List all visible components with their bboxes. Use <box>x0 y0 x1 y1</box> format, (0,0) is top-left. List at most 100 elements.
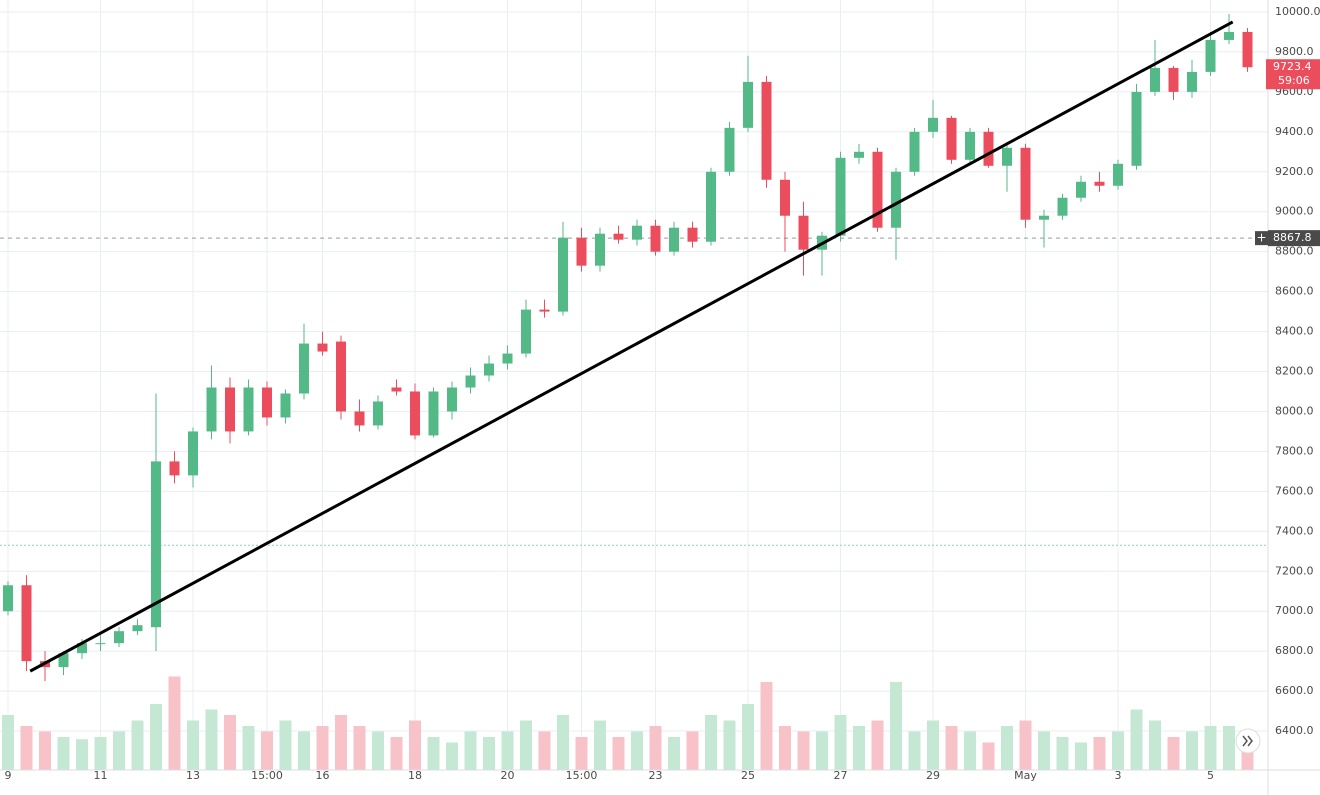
volume-bar <box>464 731 477 770</box>
volume-bar <box>982 742 995 770</box>
volume-bar <box>945 726 958 770</box>
candle-body <box>1076 181 1086 198</box>
candle-body <box>743 81 753 128</box>
volume-bar <box>594 720 606 770</box>
candle-body <box>132 625 143 632</box>
volume-bar <box>520 720 532 770</box>
candle-body <box>909 131 920 172</box>
candle-body <box>447 387 457 412</box>
volume-bar <box>816 731 828 770</box>
candle-body <box>410 391 420 436</box>
candle-body <box>336 341 346 412</box>
x-tick-label: May <box>1014 769 1037 782</box>
x-tick-label: 13 <box>186 769 200 782</box>
candle-body <box>613 233 624 240</box>
volume-bar <box>1149 720 1161 770</box>
volume-bar <box>649 726 662 770</box>
volume-bar <box>1167 737 1180 770</box>
y-tick-label: 10000.0 <box>1275 5 1320 18</box>
volume-bar <box>224 715 236 770</box>
volume-bar <box>187 720 199 770</box>
volume-bar <box>1019 720 1032 770</box>
volume-bar <box>1075 742 1087 770</box>
scroll-button-icon <box>1242 735 1253 747</box>
y-tick-label: 7000.0 <box>1275 604 1314 617</box>
trendline <box>29 20 1234 673</box>
x-tick-label: 15:00 <box>251 769 283 782</box>
candle-body <box>169 461 180 476</box>
candle-body <box>391 387 402 392</box>
candle-body <box>243 387 254 432</box>
candle-body <box>206 387 217 432</box>
crosshair-price-box <box>1268 230 1320 247</box>
x-tick-label: 20 <box>501 769 515 782</box>
x-tick-label: 3 <box>1115 769 1122 782</box>
candle-body <box>632 225 642 240</box>
last-price-box <box>1266 59 1320 90</box>
volume-bar <box>723 720 736 770</box>
volume-bar <box>501 731 514 770</box>
y-tick-label: 6400.0 <box>1275 724 1314 737</box>
x-tick-label: 11 <box>94 769 108 782</box>
x-tick-label: 5 <box>1207 769 1214 782</box>
candle-body <box>188 431 198 476</box>
candle-body <box>95 643 106 645</box>
candle-body <box>761 81 772 180</box>
candle-body <box>891 171 901 228</box>
x-tick-label: 9 <box>5 769 12 782</box>
candle-body <box>225 387 235 432</box>
candle-body <box>650 225 661 252</box>
volume-bar <box>353 726 366 770</box>
scroll-button[interactable] <box>1235 728 1261 754</box>
candle-body <box>595 233 605 266</box>
x-tick-label: 15:00 <box>566 769 598 782</box>
volume-bar <box>742 704 754 770</box>
volume-bar <box>298 731 310 770</box>
volume-bar <box>1056 737 1069 770</box>
y-tick-label: 8200.0 <box>1275 365 1314 378</box>
candle-body <box>780 179 790 216</box>
volume-bar <box>150 704 162 770</box>
candle-body <box>280 393 291 418</box>
candle-body <box>724 127 735 172</box>
y-tick-label: 9000.0 <box>1275 205 1314 218</box>
x-tick-label: 25 <box>741 769 755 782</box>
candle-body <box>77 643 87 654</box>
candle-body <box>706 171 716 242</box>
y-tick-label: 6800.0 <box>1275 644 1314 657</box>
candle-body <box>965 131 975 160</box>
candle-body <box>669 227 679 252</box>
volume-bar <box>612 737 625 770</box>
y-tick-label: 8000.0 <box>1275 404 1314 417</box>
y-tick-label: 7400.0 <box>1275 524 1314 537</box>
volume-bar <box>372 731 384 770</box>
volume-bar <box>668 737 680 770</box>
volume-bar <box>834 715 847 770</box>
candle-body <box>1002 147 1012 166</box>
volume-bar <box>890 682 902 770</box>
candle-body <box>1242 31 1253 68</box>
candle-body <box>1131 91 1142 166</box>
x-tick-label: 16 <box>316 769 330 782</box>
volume-bar <box>483 737 495 770</box>
volume-bar <box>1112 731 1124 770</box>
candle-body <box>1039 215 1049 220</box>
candle-body <box>21 585 32 662</box>
volume-bar <box>760 682 773 770</box>
volume-bar <box>335 715 347 770</box>
y-tick-label: 7600.0 <box>1275 484 1314 497</box>
volume-bar <box>927 720 939 770</box>
crosshair-price-label: 8867.8 <box>1273 231 1312 244</box>
candle-body <box>373 401 383 426</box>
candle-body <box>1057 197 1068 216</box>
volume-bar <box>705 715 717 770</box>
volume-bar <box>853 726 865 770</box>
y-tick-label: 6600.0 <box>1275 684 1314 697</box>
volume-bar <box>557 715 569 770</box>
candle-body <box>539 309 550 312</box>
candle-body <box>946 117 957 160</box>
candle-body <box>558 237 568 312</box>
volume-bar <box>908 731 921 770</box>
volume-bar <box>390 737 403 770</box>
y-tick-label: 8800.0 <box>1275 245 1314 258</box>
